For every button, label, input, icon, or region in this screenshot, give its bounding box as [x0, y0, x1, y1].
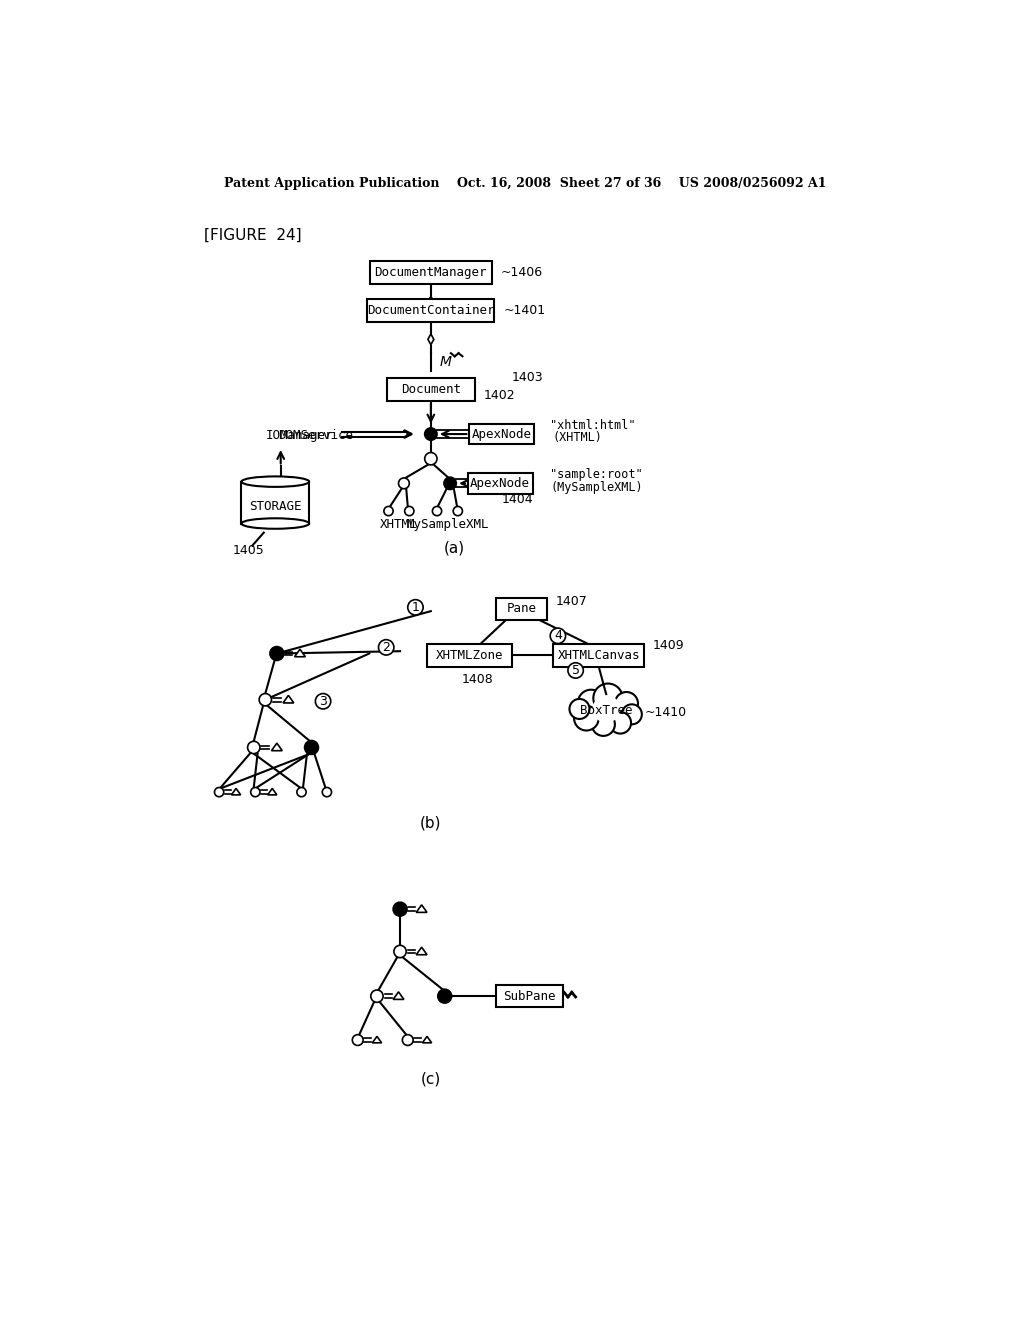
Text: 2: 2 — [382, 640, 390, 653]
Text: 1: 1 — [412, 601, 420, 614]
Circle shape — [444, 478, 457, 490]
Text: "sample:root": "sample:root" — [550, 469, 643, 482]
Circle shape — [315, 693, 331, 709]
Text: ~1401: ~1401 — [504, 305, 546, 317]
Polygon shape — [283, 696, 294, 704]
Circle shape — [438, 989, 452, 1003]
Text: (b): (b) — [420, 816, 441, 830]
Polygon shape — [422, 1036, 432, 1043]
Circle shape — [251, 788, 260, 797]
Circle shape — [425, 428, 437, 441]
FancyBboxPatch shape — [370, 261, 492, 284]
Text: M: M — [440, 355, 453, 368]
Text: Patent Application Publication    Oct. 16, 2008  Sheet 27 of 36    US 2008/02560: Patent Application Publication Oct. 16, … — [223, 177, 826, 190]
FancyBboxPatch shape — [427, 644, 512, 667]
Text: 1404: 1404 — [502, 492, 534, 506]
Text: [FIGURE  24]: [FIGURE 24] — [204, 228, 301, 243]
Polygon shape — [373, 1036, 382, 1043]
Circle shape — [248, 742, 260, 754]
Text: DocumentManager: DocumentManager — [375, 265, 487, 279]
Polygon shape — [271, 743, 283, 751]
Circle shape — [609, 711, 631, 734]
Text: 1405: 1405 — [232, 544, 264, 557]
Circle shape — [394, 945, 407, 958]
FancyBboxPatch shape — [553, 644, 644, 667]
Text: XHTMLZone: XHTMLZone — [435, 648, 503, 661]
Circle shape — [578, 689, 604, 715]
Circle shape — [614, 692, 638, 715]
Circle shape — [393, 903, 407, 916]
Circle shape — [259, 693, 271, 706]
Text: 1409: 1409 — [652, 639, 684, 652]
Text: BoxTree: BoxTree — [581, 704, 633, 717]
Circle shape — [569, 700, 590, 719]
FancyBboxPatch shape — [497, 985, 562, 1007]
Circle shape — [402, 1035, 413, 1045]
Text: (MySampleXML): (MySampleXML) — [550, 480, 643, 494]
Circle shape — [352, 1035, 364, 1045]
Ellipse shape — [242, 477, 309, 487]
Polygon shape — [428, 296, 434, 308]
Circle shape — [454, 507, 463, 516]
Text: "xhtml:html": "xhtml:html" — [550, 418, 636, 432]
Text: ~1410: ~1410 — [645, 706, 687, 719]
Polygon shape — [416, 904, 427, 912]
Polygon shape — [295, 649, 305, 657]
Text: (c): (c) — [421, 1071, 441, 1086]
Text: 4: 4 — [554, 630, 562, 643]
FancyBboxPatch shape — [497, 598, 547, 619]
Circle shape — [593, 696, 621, 723]
Circle shape — [432, 507, 441, 516]
Circle shape — [323, 788, 332, 797]
Circle shape — [574, 706, 599, 730]
Circle shape — [270, 647, 284, 660]
Polygon shape — [416, 948, 427, 954]
Circle shape — [379, 640, 394, 655]
FancyBboxPatch shape — [387, 378, 475, 401]
Text: MySampleXML: MySampleXML — [407, 519, 489, 532]
Circle shape — [408, 599, 423, 615]
Circle shape — [404, 507, 414, 516]
Text: 1403: 1403 — [512, 371, 544, 384]
Polygon shape — [267, 788, 276, 795]
Circle shape — [425, 453, 437, 465]
Polygon shape — [393, 991, 403, 999]
Text: IOManager: IOManager — [265, 429, 333, 442]
Circle shape — [214, 788, 223, 797]
Text: STORAGE: STORAGE — [249, 500, 302, 513]
Circle shape — [592, 713, 614, 737]
Text: ApexNode: ApexNode — [470, 477, 530, 490]
Circle shape — [622, 705, 642, 725]
Circle shape — [297, 788, 306, 797]
Text: DocumentContainer: DocumentContainer — [368, 305, 495, 317]
Text: 5: 5 — [571, 664, 580, 677]
FancyBboxPatch shape — [368, 300, 495, 322]
Text: Pane: Pane — [507, 602, 537, 615]
Text: XHTMLCanvas: XHTMLCanvas — [557, 648, 640, 661]
Text: ~1406: ~1406 — [500, 265, 543, 279]
Polygon shape — [428, 334, 434, 345]
Text: ApexNode: ApexNode — [472, 428, 531, 441]
Text: 1402: 1402 — [483, 389, 515, 403]
Text: 1407: 1407 — [556, 594, 588, 607]
Ellipse shape — [242, 519, 309, 529]
Text: DOMService: DOMService — [279, 429, 353, 442]
Polygon shape — [231, 788, 241, 795]
Circle shape — [384, 507, 393, 516]
Circle shape — [568, 663, 584, 678]
Text: SubPane: SubPane — [503, 990, 556, 1003]
FancyBboxPatch shape — [468, 473, 532, 494]
Circle shape — [304, 741, 318, 755]
Circle shape — [398, 478, 410, 488]
Text: XHTML: XHTML — [380, 519, 417, 532]
FancyBboxPatch shape — [469, 424, 535, 445]
Circle shape — [593, 684, 623, 713]
Circle shape — [371, 990, 383, 1002]
Text: (XHTML): (XHTML) — [553, 430, 602, 444]
Text: 1408: 1408 — [461, 673, 493, 686]
Text: 3: 3 — [319, 694, 327, 708]
Text: (a): (a) — [443, 540, 465, 556]
Circle shape — [550, 628, 565, 644]
Text: Document: Document — [400, 383, 461, 396]
